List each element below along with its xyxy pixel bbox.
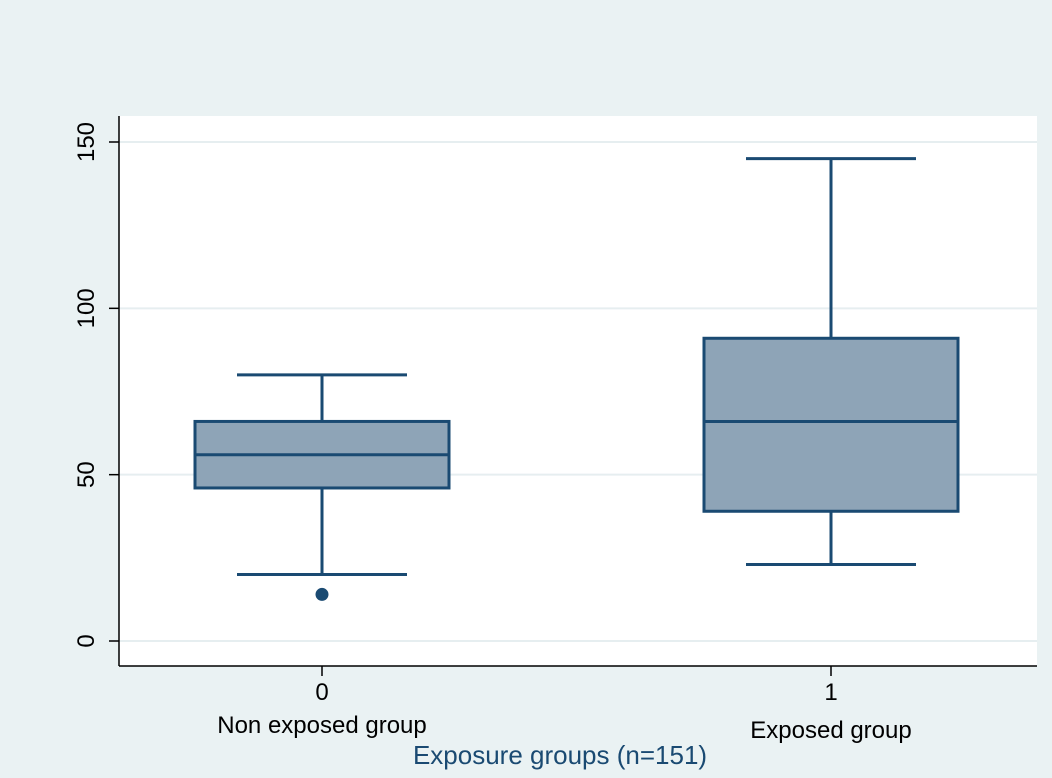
x-axis-label: Exposure groups (n=151) bbox=[413, 740, 707, 770]
y-tick-label: 0 bbox=[73, 634, 100, 647]
box-group bbox=[702, 157, 960, 566]
iqr-box bbox=[702, 336, 960, 513]
y-ticks: 0 50 100 150 bbox=[73, 122, 119, 648]
box-group bbox=[193, 373, 451, 601]
y-tick-label: 150 bbox=[73, 122, 100, 162]
x-category-label: Exposed group bbox=[750, 717, 911, 744]
axes-layer bbox=[118, 116, 1037, 667]
x-tick-label: 0 bbox=[315, 679, 328, 706]
y-tick-label: 50 bbox=[73, 461, 100, 488]
y-tick-label: 100 bbox=[73, 288, 100, 328]
x-ticks: 0 Non exposed group 1 Exposed group bbox=[217, 666, 912, 744]
outlier-point bbox=[315, 587, 329, 601]
boxes-layer bbox=[193, 157, 960, 601]
x-category-label: Non exposed group bbox=[217, 712, 426, 739]
x-tick-label: 1 bbox=[824, 679, 837, 706]
